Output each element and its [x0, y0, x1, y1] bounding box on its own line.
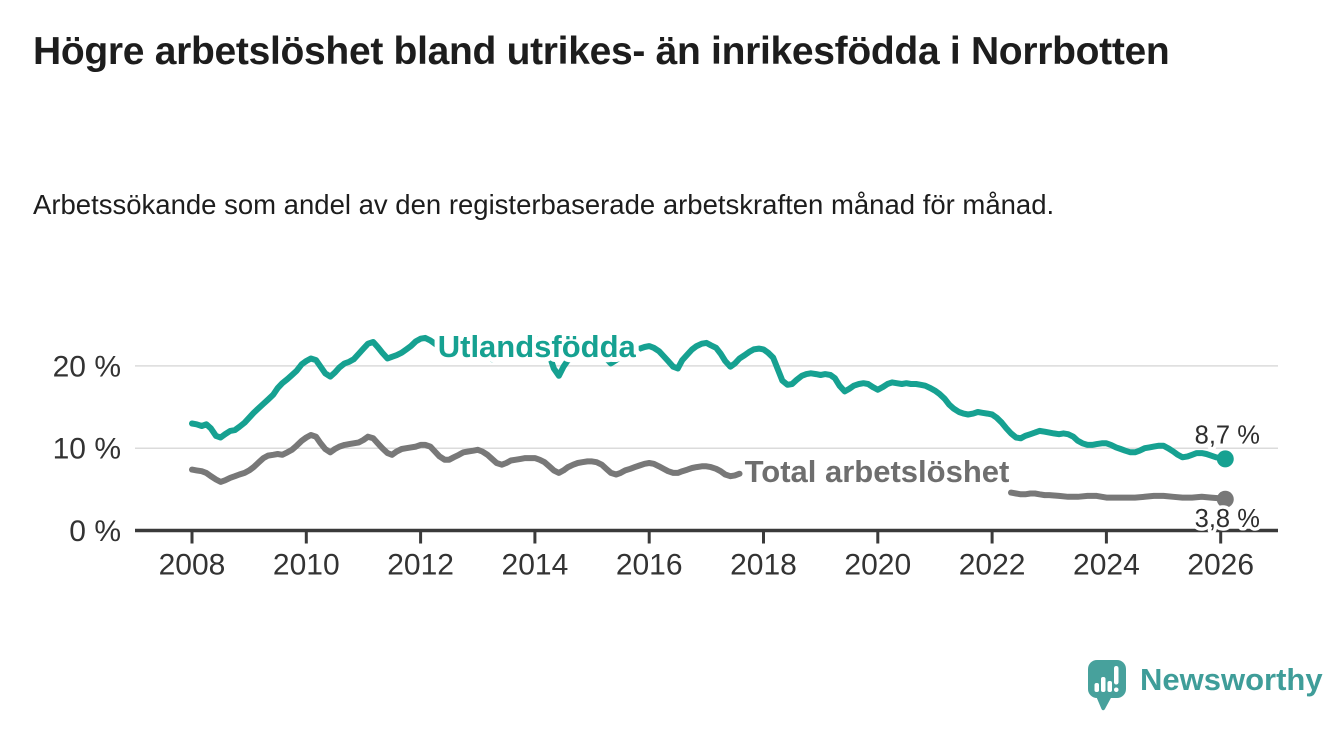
series-line-total [1008, 489, 1229, 503]
x-tick-label: 2016 [616, 549, 683, 582]
x-tick-label: 2026 [1187, 549, 1254, 582]
x-tick-label: 2024 [1073, 549, 1140, 582]
x-tick-label: 2010 [273, 549, 340, 582]
series-label-utlandsfodda: Utlandsfödda [438, 329, 637, 364]
series-end-value: 3,8 % [1195, 505, 1260, 533]
x-tick-label: 2014 [502, 549, 569, 582]
page-title: Högre arbetslöshet bland utrikes- än inr… [33, 30, 1170, 73]
x-tick-label: 2012 [387, 549, 454, 582]
logo-wordmark: Newsworthy [1140, 662, 1323, 697]
series-label-total: Total arbetslöshet [745, 454, 1010, 489]
bar-chart-speech-bubble-icon [1088, 660, 1126, 711]
y-tick-label: 10 % [53, 433, 121, 466]
series-line-total [189, 432, 743, 485]
chart-subtitle: Arbetssökande som andel av den registerb… [33, 189, 1055, 220]
series-end-value: 8,7 % [1195, 421, 1260, 449]
x-tick-label: 2018 [730, 549, 797, 582]
x-tick-label: 2022 [959, 549, 1026, 582]
series-end-dot [1216, 450, 1234, 468]
newsworthy-logo: Newsworthy [1088, 660, 1323, 711]
series-end-dot [1216, 490, 1234, 508]
x-tick-label: 2008 [159, 549, 226, 582]
x-tick-label: 2020 [844, 549, 911, 582]
y-tick-label: 0 % [69, 515, 121, 548]
y-tick-label: 20 % [53, 350, 121, 383]
series-line-utlandsfodda [189, 334, 1229, 462]
